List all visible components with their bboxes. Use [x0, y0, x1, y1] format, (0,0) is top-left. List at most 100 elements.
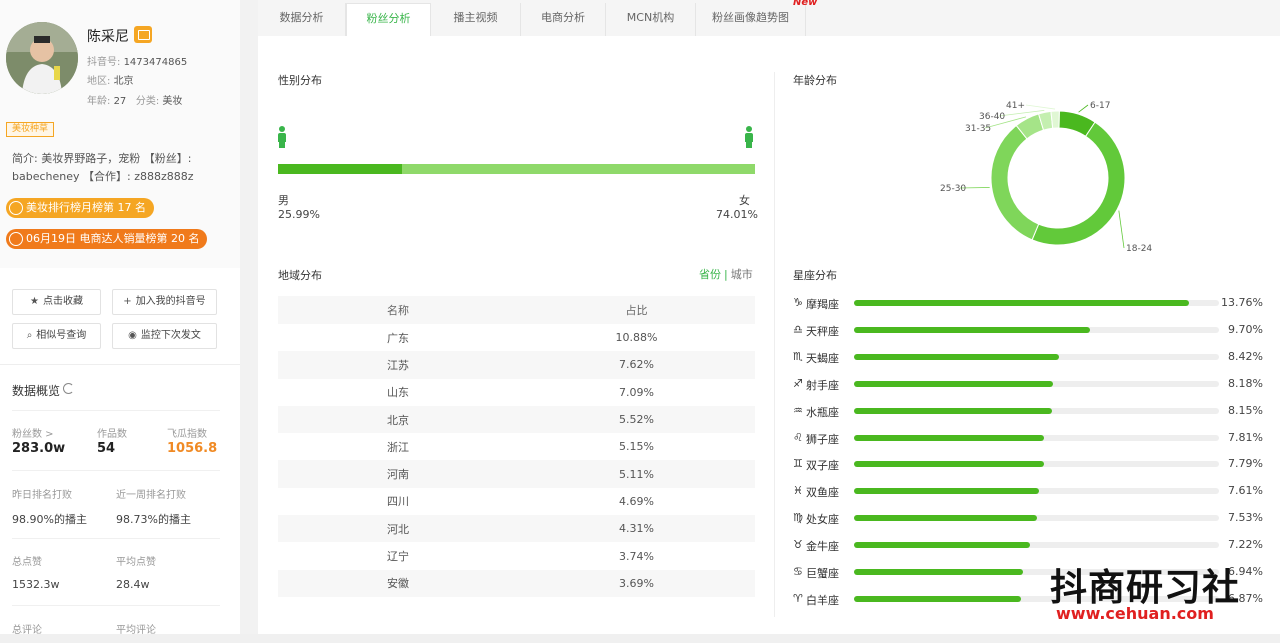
- overview-title: 数据概览: [12, 384, 61, 398]
- age-label-line: [998, 109, 1045, 117]
- zodiac-value: 7.53%: [1228, 511, 1263, 525]
- zodiac-value: 7.81%: [1228, 430, 1263, 444]
- zodiac-bar-track: [854, 488, 1219, 495]
- region-name-cell: 四川: [387, 495, 409, 509]
- toggle-city[interactable]: 城市: [730, 268, 753, 281]
- female-icon: [745, 126, 753, 148]
- zodiac-icon: ♉: [793, 538, 803, 552]
- zodiac-bar-fill: [854, 595, 1022, 602]
- monitor-button[interactable]: ◉ 监控下次发文: [112, 323, 217, 349]
- week-rank-value: 98.73%的播主: [116, 513, 191, 526]
- zodiac-name: 处女座: [806, 513, 839, 527]
- index-label: 飞瓜指数: [167, 429, 207, 440]
- zodiac-row: ♑ 摩羯座 13.76%: [793, 293, 1273, 315]
- avg-likes-value: 28.4w: [116, 578, 150, 591]
- collect-button[interactable]: ★ 点击收藏: [12, 289, 101, 315]
- star-icon: ★: [30, 296, 39, 307]
- region-share-cell: 5.11%: [518, 460, 755, 488]
- table-row: 四川 4.69%: [278, 488, 755, 515]
- age-label-line: [1025, 104, 1056, 110]
- add-account-button[interactable]: + 加入我的抖音号: [112, 289, 217, 315]
- age-label: 6-17: [1090, 101, 1110, 111]
- region-name-cell: 浙江: [387, 440, 409, 454]
- region-share-cell: 5.15%: [619, 440, 654, 454]
- sales-rank-badge[interactable]: 06月19日 电商达人销量榜第 20 名: [6, 229, 208, 249]
- comments-label: 总评论: [12, 625, 42, 636]
- zodiac-value: 6.94%: [1228, 565, 1263, 578]
- refresh-icon[interactable]: [63, 383, 74, 394]
- table-row: 浙江 5.15%: [278, 433, 755, 460]
- age-segment[interactable]: [1031, 121, 1126, 246]
- zodiac-name: 巨蟹座: [806, 567, 839, 580]
- likes-label: 总点赞: [12, 557, 42, 568]
- tab-data-analysis[interactable]: 数据分析: [258, 3, 346, 36]
- region-share-cell: 4.31%: [518, 515, 755, 543]
- shop-icon[interactable]: [134, 26, 152, 43]
- zodiac-name: 天蝎座: [806, 351, 839, 365]
- tab-videos[interactable]: 播主视频: [431, 3, 521, 36]
- gender-title: 性别分布: [278, 74, 322, 87]
- avg-comments-label: 平均评论: [116, 625, 156, 636]
- zodiac-row: ♉ 金牛座 7.22%: [793, 535, 1273, 557]
- tab-bar: 数据分析 粉丝分析 播主视频 电商分析 MCN机构 粉丝画像趋势图: [258, 0, 1280, 36]
- zodiac-bar-fill: [854, 488, 1040, 495]
- zodiac-bar-fill: [854, 407, 1053, 414]
- monthly-rank-badge[interactable]: 美妆排行榜月榜第 17 名: [6, 198, 154, 218]
- bio: 简介: 美妆界野路子，宠粉 【粉丝】: babecheney 【合作】: z88…: [12, 152, 194, 183]
- tab-mcn[interactable]: MCN机构: [606, 3, 696, 36]
- zodiac-bar-fill: [854, 353, 1059, 360]
- table-row: 安徽 3.69%: [278, 569, 755, 597]
- female-label: 女: [739, 194, 750, 207]
- zodiac-bar-track: [854, 595, 1219, 602]
- zodiac-bar-fill: [854, 326, 1091, 333]
- toggle-province[interactable]: 省份: [699, 268, 721, 281]
- age-label-line: [1078, 104, 1089, 113]
- zodiac-value: 13.76%: [1221, 296, 1263, 309]
- zodiac-name: 天秤座: [806, 324, 839, 338]
- tab-ecommerce[interactable]: 电商分析: [521, 3, 606, 36]
- yesterday-rank-label: 昨日排名打败: [12, 490, 72, 501]
- tab-fans-analysis[interactable]: 粉丝分析: [346, 3, 431, 36]
- zodiac-title: 星座分布: [793, 269, 837, 282]
- similar-search-button[interactable]: ⌕ 相似号查询: [12, 323, 101, 349]
- column-header-name: 名称: [278, 296, 518, 324]
- zodiac-bar-track: [854, 326, 1219, 333]
- male-bar-fill: [278, 164, 402, 174]
- age-segment[interactable]: [990, 124, 1040, 241]
- region-info: 地区: 北京: [87, 76, 134, 87]
- gender-bar: [278, 164, 755, 174]
- avatar[interactable]: [6, 22, 78, 94]
- zodiac-row: ♊ 双子座 7.79%: [793, 454, 1273, 476]
- region-share-cell: 10.88%: [615, 331, 658, 345]
- works-value: 54: [97, 441, 116, 456]
- zodiac-bar-track: [854, 300, 1219, 306]
- region-name-cell: 辽宁: [387, 550, 409, 564]
- divider: [12, 605, 220, 606]
- zodiac-name: 狮子座: [806, 432, 839, 446]
- zodiac-value: 8.15%: [1228, 403, 1263, 417]
- divider: [0, 364, 240, 365]
- category-tag: 美妆种草: [6, 122, 55, 137]
- age-label: 31-35: [965, 124, 991, 134]
- new-badge: New: [793, 0, 818, 8]
- zodiac-row: ♈ 白羊座 6.87%: [793, 589, 1273, 611]
- zodiac-value: 9.70%: [1228, 322, 1263, 336]
- age-segment[interactable]: [1050, 110, 1060, 129]
- region-name-cell: 北京: [278, 405, 518, 434]
- zodiac-bar-fill: [854, 380, 1054, 387]
- zodiac-value: 7.61%: [1228, 484, 1263, 498]
- fans-label[interactable]: 粉丝数 >: [12, 429, 54, 440]
- zodiac-row: ♋ 巨蟹座 6.94%: [793, 562, 1273, 584]
- region-share-cell: 5.52%: [518, 405, 755, 434]
- watermark-brand: 抖商研习社: [1050, 566, 1240, 609]
- zodiac-bar-fill: [854, 300, 1189, 306]
- zodiac-name: 摩羯座: [806, 298, 839, 311]
- male-icon: [278, 126, 286, 148]
- zodiac-bar-fill: [854, 515, 1038, 522]
- avg-likes-label: 平均点赞: [116, 557, 156, 568]
- zodiac-bar-track: [854, 380, 1219, 387]
- tab-fans-trend[interactable]: 粉丝画像趋势图: [696, 3, 806, 36]
- zodiac-row: ♏ 天蝎座 8.42%: [793, 347, 1273, 369]
- age-title: 年龄分布: [793, 74, 837, 87]
- zodiac-value: 8.18%: [1228, 376, 1263, 390]
